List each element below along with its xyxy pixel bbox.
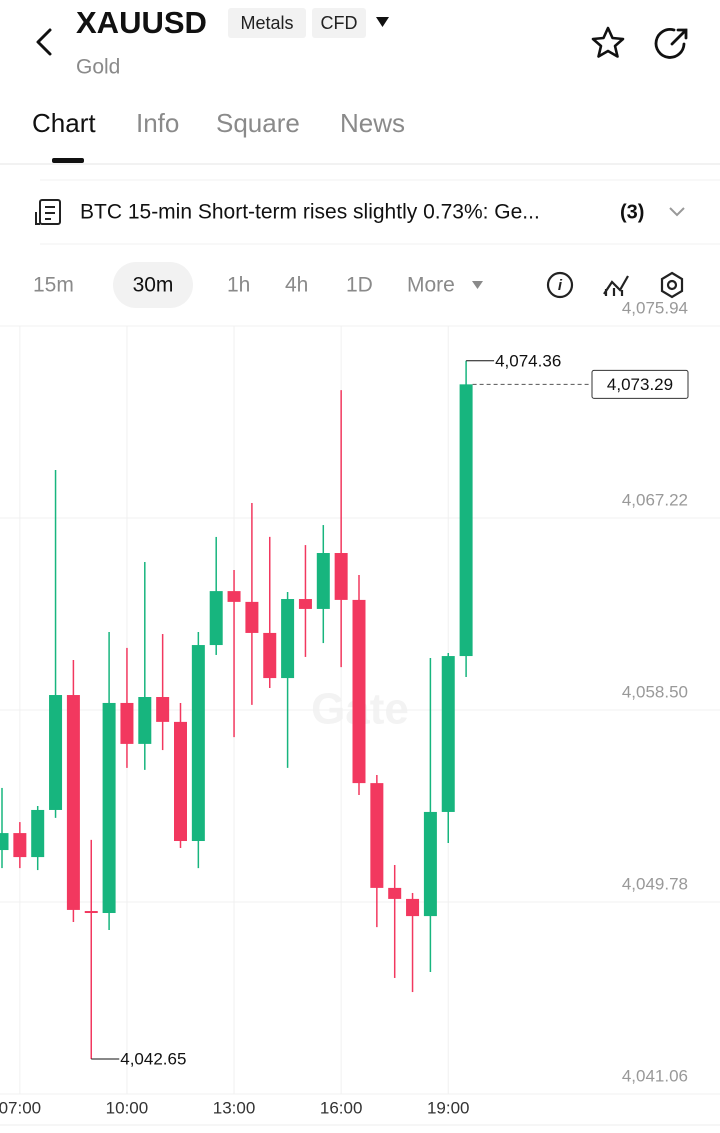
tab[interactable]: Info [136, 108, 179, 138]
y-tick-label: 4,049.78 [622, 874, 688, 893]
candle-body [13, 833, 27, 858]
candle-body [156, 697, 170, 722]
candle-body [370, 783, 384, 888]
news-icon [35, 199, 61, 225]
candle-body [191, 645, 205, 842]
candle-body [138, 697, 152, 744]
interval-selected-bg [113, 262, 193, 308]
x-tick-label: 07:00 [0, 1098, 41, 1117]
chart: Gate4,041.064,049.784,058.504,067.224,07… [0, 298, 720, 1117]
interval[interactable]: 15m [33, 274, 74, 297]
tab[interactable]: News [340, 108, 405, 138]
y-tick-label: 4,067.22 [622, 490, 688, 509]
candle-body [459, 384, 473, 657]
candle-body [174, 721, 187, 842]
subtitle: Gold [76, 56, 120, 79]
news-count: (3) [620, 201, 644, 223]
candle-body [49, 695, 63, 810]
candle-body [352, 599, 366, 784]
candle-body [102, 702, 116, 914]
interval[interactable]: 1D [346, 274, 373, 297]
candle-body [209, 591, 223, 646]
back-button[interactable] [36, 28, 52, 56]
favorite-button[interactable] [591, 26, 625, 58]
y-tick-label: 4,041.06 [622, 1066, 688, 1085]
news-text[interactable]: BTC 15-min Short-term rises slightly 0.7… [80, 201, 540, 224]
share-button[interactable] [654, 28, 688, 59]
candle-body [298, 599, 312, 609]
candle-body [31, 809, 45, 858]
last-price-label: 4,073.29 [607, 375, 673, 394]
info-button[interactable]: i [546, 271, 574, 299]
y-tick-label: 4,058.50 [622, 682, 688, 701]
interval[interactable]: 4h [285, 274, 308, 297]
interval[interactable]: 1h [227, 274, 250, 297]
x-tick-label: 16:00 [320, 1098, 363, 1117]
high-marker-label: 4,074.36 [495, 351, 561, 370]
candle-body [84, 911, 98, 914]
candle-body [334, 553, 348, 600]
candle-body [0, 833, 9, 851]
interval[interactable]: More [407, 274, 455, 297]
low-marker-label: 4,042.65 [120, 1049, 186, 1068]
tab-indicator [52, 158, 84, 163]
more-icon[interactable] [472, 281, 483, 289]
candle-body [441, 656, 455, 812]
symbol: XAUUSD [76, 5, 207, 40]
candle-body [66, 695, 80, 910]
candle-body [406, 898, 420, 917]
candle-body [316, 553, 330, 609]
candle-body [263, 632, 277, 679]
y-tick-label: 4,075.94 [622, 298, 688, 317]
badge: Metals [240, 13, 293, 33]
badge-bg [228, 8, 306, 38]
candle-body [227, 591, 241, 602]
x-tick-label: 10:00 [106, 1098, 149, 1117]
svg-text:i: i [558, 277, 563, 294]
badge: CFD [321, 13, 358, 33]
last-price-box [591, 369, 689, 399]
expand-icon[interactable] [669, 207, 685, 217]
candle-body [388, 887, 402, 899]
candle-body [281, 599, 295, 679]
dropdown-icon[interactable] [376, 17, 389, 27]
badge-bg [312, 8, 366, 38]
x-tick-label: 13:00 [213, 1098, 256, 1117]
tab[interactable]: Chart [32, 108, 96, 138]
candle-body [423, 811, 437, 917]
interval[interactable]: 30m [133, 274, 174, 297]
candle-body [245, 601, 259, 633]
tab[interactable]: Square [216, 108, 300, 138]
x-tick-label: 19:00 [427, 1098, 470, 1117]
indicator-button[interactable] [603, 275, 629, 296]
settings-button[interactable] [660, 271, 684, 299]
candle-body [120, 702, 134, 744]
